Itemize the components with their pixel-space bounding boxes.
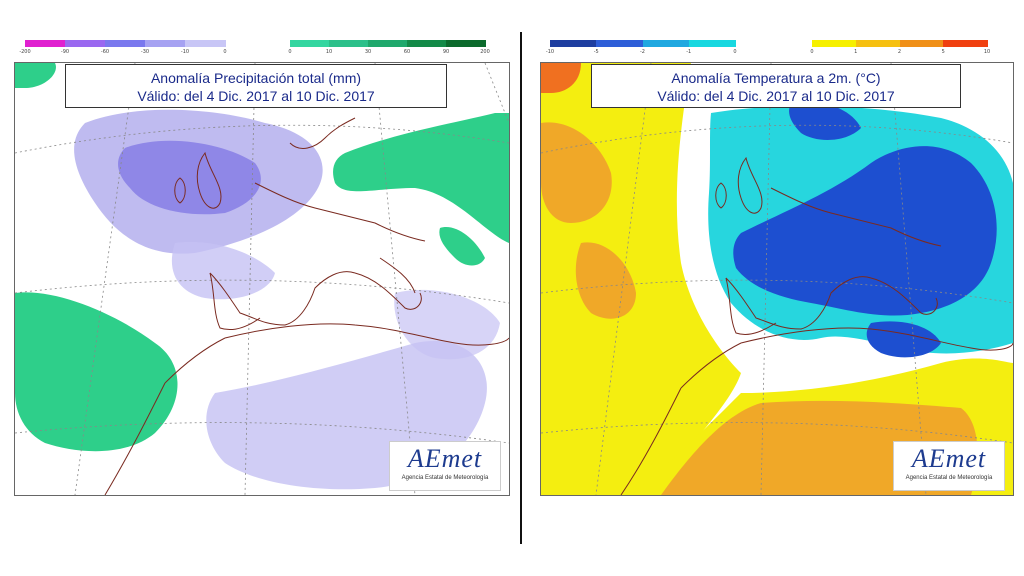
aemet-logo-left: AEmet Agencia Estatal de Meteorología [389, 441, 501, 491]
precip-wet-region-northwest [15, 63, 56, 88]
precip-legend-positive-tick-label: 0 [288, 49, 292, 55]
aemet-logo-mark: AEmet [407, 444, 483, 473]
precip-coastlines [104, 117, 509, 495]
precip-legend-positive-tick-label: 60 [403, 49, 411, 55]
temp-title: Anomalía Temperatura a 2m. (°C) [671, 70, 881, 86]
temp-validity: Válido: del 4 Dic. 2017 al 10 Dic. 2017 [657, 88, 895, 104]
temp-hot-region-atlantic [541, 122, 612, 223]
precip-graticule [15, 63, 509, 495]
precip-dry-region-iberia [171, 242, 275, 300]
precip-legend-negative-tick-label: -10 [180, 49, 190, 55]
temp-legend-negative-swatch [642, 40, 690, 47]
temp-legend-negative-tick-label: -5 [593, 49, 599, 55]
precip-legend-positive: 0 10 30 60 90 200 [288, 40, 490, 58]
temp-legend-positive-swatch [855, 40, 900, 47]
temp-legend-negative: -10 -5 -2 -1 0 [546, 40, 737, 58]
precip-legend-positive-tick-label: 200 [480, 49, 490, 55]
aemet-logo-right: AEmet Agencia Estatal de Meteorología [893, 441, 1005, 491]
precip-legend-negative-swatch [25, 40, 66, 47]
temp-legend-positive-swatch [899, 40, 944, 47]
temp-legend-negative-swatch [688, 40, 736, 47]
precip-legend-positive-swatch [290, 40, 330, 47]
precip-wet-region-italy [439, 227, 485, 266]
precip-legend-negative-swatch [185, 40, 226, 47]
precip-legend-positive-swatch [446, 40, 486, 47]
aemet-logo-subtitle: Agencia Estatal de Meteorología [401, 475, 489, 481]
precip-legend-positive-swatch [329, 40, 369, 47]
precip-legend-negative-tick-label: -90 [60, 49, 70, 55]
temp-legend-positive-tick-label: 1 [854, 49, 858, 55]
temp-legend-negative-tick-label: -10 [545, 49, 555, 55]
temp-legend-positive-tick-label: 5 [941, 49, 945, 55]
temp-legend-positive-swatch [943, 40, 988, 47]
temp-legend-negative-tick-label: 0 [733, 49, 737, 55]
precip-legend-negative: -200 -90 -60 -30 -10 0 [19, 40, 227, 58]
precip-legend-positive-swatch [407, 40, 447, 47]
temp-legend-positive-tick-label: 0 [810, 49, 814, 55]
precip-wet-region-northeast [333, 113, 509, 243]
precip-legend-negative-tick-label: -30 [140, 49, 150, 55]
temp-legend-negative-tick-label: -2 [640, 49, 645, 55]
precip-legend-negative-swatch [145, 40, 186, 47]
temp-hot-region-ocean [575, 242, 636, 319]
temp-legend-negative-swatch [596, 40, 643, 47]
precip-map-canvas [15, 63, 509, 495]
aemet-logo-subtitle: Agencia Estatal de Meteorología [905, 475, 993, 481]
temp-anomaly-map: Anomalía Temperatura a 2m. (°C) Válido: … [540, 62, 1014, 496]
precip-dry-region-east [394, 289, 500, 360]
temp-legend-negative-tick-label: -1 [686, 49, 692, 55]
temp-legend-positive-tick-label: 10 [983, 49, 991, 55]
temp-legend-positive-tick-label: 2 [897, 49, 902, 55]
temp-map-canvas [541, 63, 1013, 495]
temp-hot-region-nw [541, 63, 581, 93]
precip-title: Anomalía Precipitación total (mm) [150, 70, 362, 86]
temp-coastlines [620, 156, 1013, 495]
precip-dry-region-core [118, 140, 261, 215]
precip-legend-positive-tick-label: 10 [325, 49, 333, 55]
precip-legend-negative-swatch [105, 40, 146, 47]
precip-legend-positive-tick-label: 90 [442, 49, 450, 55]
temp-legend-negative-swatch [550, 40, 597, 47]
temp-cold-region [733, 146, 997, 316]
precip-legend-negative-swatch [65, 40, 106, 47]
precip-wet-region-southwest [15, 292, 178, 452]
temp-legend-positive-swatch [812, 40, 857, 47]
temp-legend-positive: 0 1 2 5 10 [810, 40, 991, 58]
precip-anomaly-map: Anomalía Precipitación total (mm) Válido… [14, 62, 510, 496]
temp-cold-region-north [789, 101, 861, 140]
precip-title-box: Anomalía Precipitación total (mm) Válido… [65, 64, 447, 108]
temp-title-box: Anomalía Temperatura a 2m. (°C) Válido: … [591, 64, 961, 108]
panel-divider [520, 32, 522, 544]
precip-legend-negative-tick-label: -60 [100, 49, 110, 55]
temp-graticule [541, 63, 1013, 495]
precip-legend-negative-tick-label: 0 [223, 49, 227, 55]
precip-legend-negative-tick-label: -200 [19, 49, 31, 55]
aemet-logo-mark: AEmet [911, 444, 987, 473]
precip-validity: Válido: del 4 Dic. 2017 al 10 Dic. 2017 [137, 88, 375, 104]
precip-legend-positive-swatch [368, 40, 408, 47]
precip-legend-positive-tick-label: 30 [364, 49, 372, 55]
